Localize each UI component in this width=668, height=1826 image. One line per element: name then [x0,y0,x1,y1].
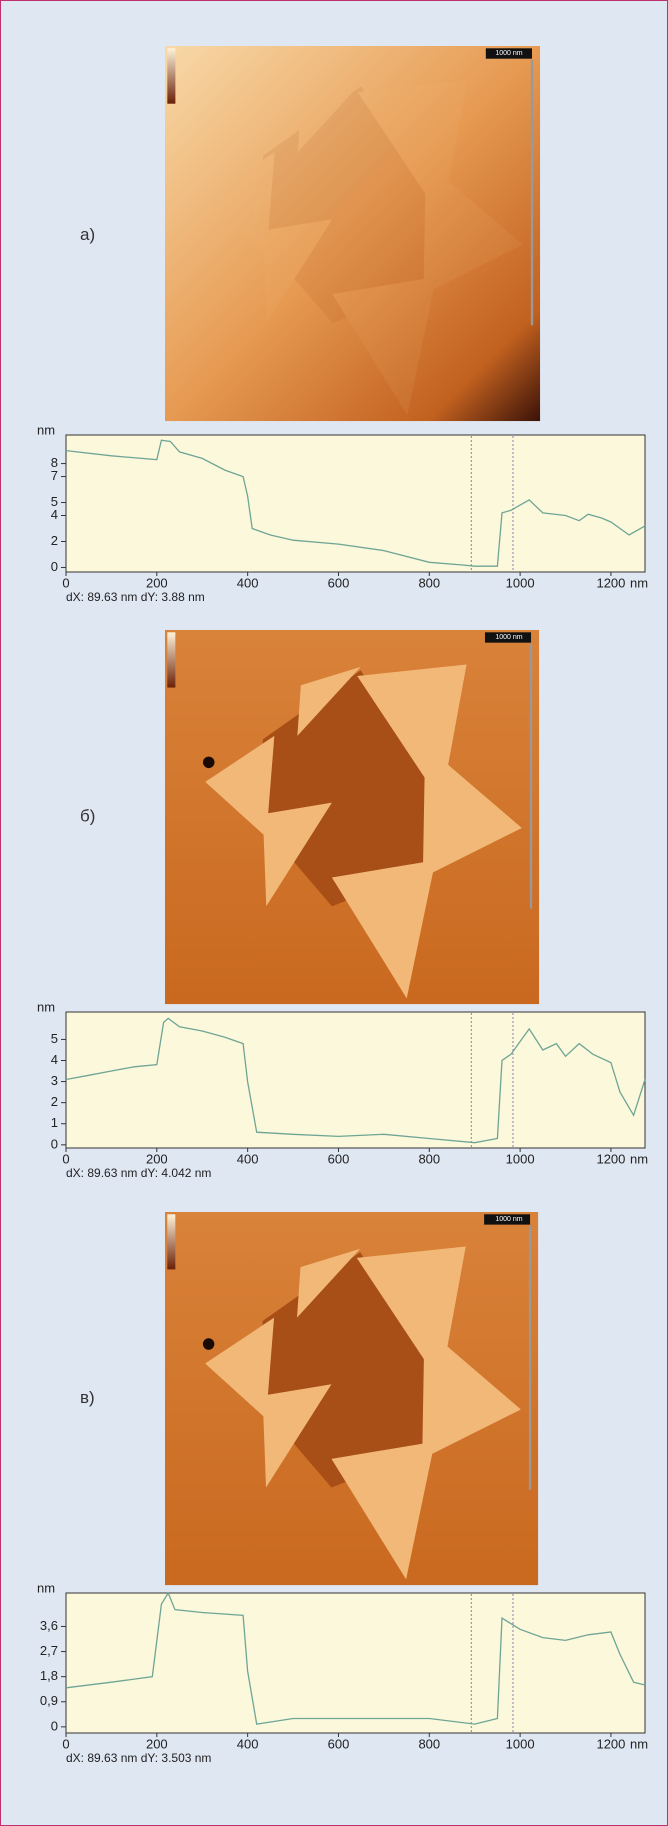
afm-image [165,46,540,421]
y-tick-label: 1 [51,1115,58,1130]
plot-area [66,1593,645,1733]
x-tick-label: 800 [418,1736,440,1751]
y-tick-label: 4 [51,1052,58,1067]
x-tick-label: 400 [237,575,259,590]
y-tick-label: 0 [51,559,58,574]
x-tick-label: 600 [328,1736,350,1751]
y-axis-label: nm [37,999,55,1014]
scale-label: 1000 nm [495,634,522,641]
y-tick-label: 0,9 [40,1693,58,1708]
x-tick-label: 200 [146,575,168,590]
scale-label: 1000 nm [495,50,522,57]
panel-label: а) [80,225,95,244]
x-tick-label: 400 [237,1151,259,1166]
y-tick-label: 3,6 [40,1618,58,1633]
y-tick-label: 2 [51,533,58,548]
scale-label: 1000 nm [495,1216,522,1223]
y-tick-label: 2,7 [40,1643,58,1658]
y-axis-label: nm [37,1580,55,1595]
x-tick-label: 200 [146,1151,168,1166]
caption: dX: 89.63 nm dY: 4.042 nm [66,1166,211,1180]
x-tick-label: 1000 [506,1736,535,1751]
x-tick-label: 0 [62,575,69,590]
x-tick-label: 1000 [506,1151,535,1166]
y-tick-label: 7 [51,468,58,483]
x-tick-label: 0 [62,1151,69,1166]
x-tick-label: 800 [418,575,440,590]
y-tick-label: 4 [51,507,58,522]
panel-label: б) [80,806,95,825]
x-axis-label: nm [630,575,648,590]
x-tick-label: 400 [237,1736,259,1751]
panel-label: в) [80,1388,95,1407]
y-tick-label: 2 [51,1094,58,1109]
x-tick-label: 1000 [506,575,535,590]
y-tick-label: 3 [51,1073,58,1088]
y-tick-label: 0 [51,1718,58,1733]
x-tick-label: 200 [146,1736,168,1751]
y-tick-label: 8 [51,455,58,470]
y-tick-label: 5 [51,494,58,509]
caption: dX: 89.63 nm dY: 3.88 nm [66,590,205,604]
x-tick-label: 1200 [596,1736,625,1751]
y-tick-label: 0 [51,1136,58,1151]
x-axis-label: nm [630,1151,648,1166]
x-tick-label: 800 [418,1151,440,1166]
figure: а)1000 nm024578020040060080010001200nmnm… [0,0,668,1826]
x-tick-label: 600 [328,1151,350,1166]
plot-area [66,1012,645,1148]
x-tick-label: 600 [328,575,350,590]
y-tick-label: 1,8 [40,1668,58,1683]
caption: dX: 89.63 nm dY: 3.503 nm [66,1751,211,1765]
afm-image [165,1212,538,1585]
y-tick-label: 5 [51,1031,58,1046]
x-tick-label: 1200 [596,1151,625,1166]
plot-area [66,435,645,572]
x-tick-label: 0 [62,1736,69,1751]
afm-image [165,630,539,1004]
x-axis-label: nm [630,1736,648,1751]
x-tick-label: 1200 [596,575,625,590]
y-axis-label: nm [37,422,55,437]
